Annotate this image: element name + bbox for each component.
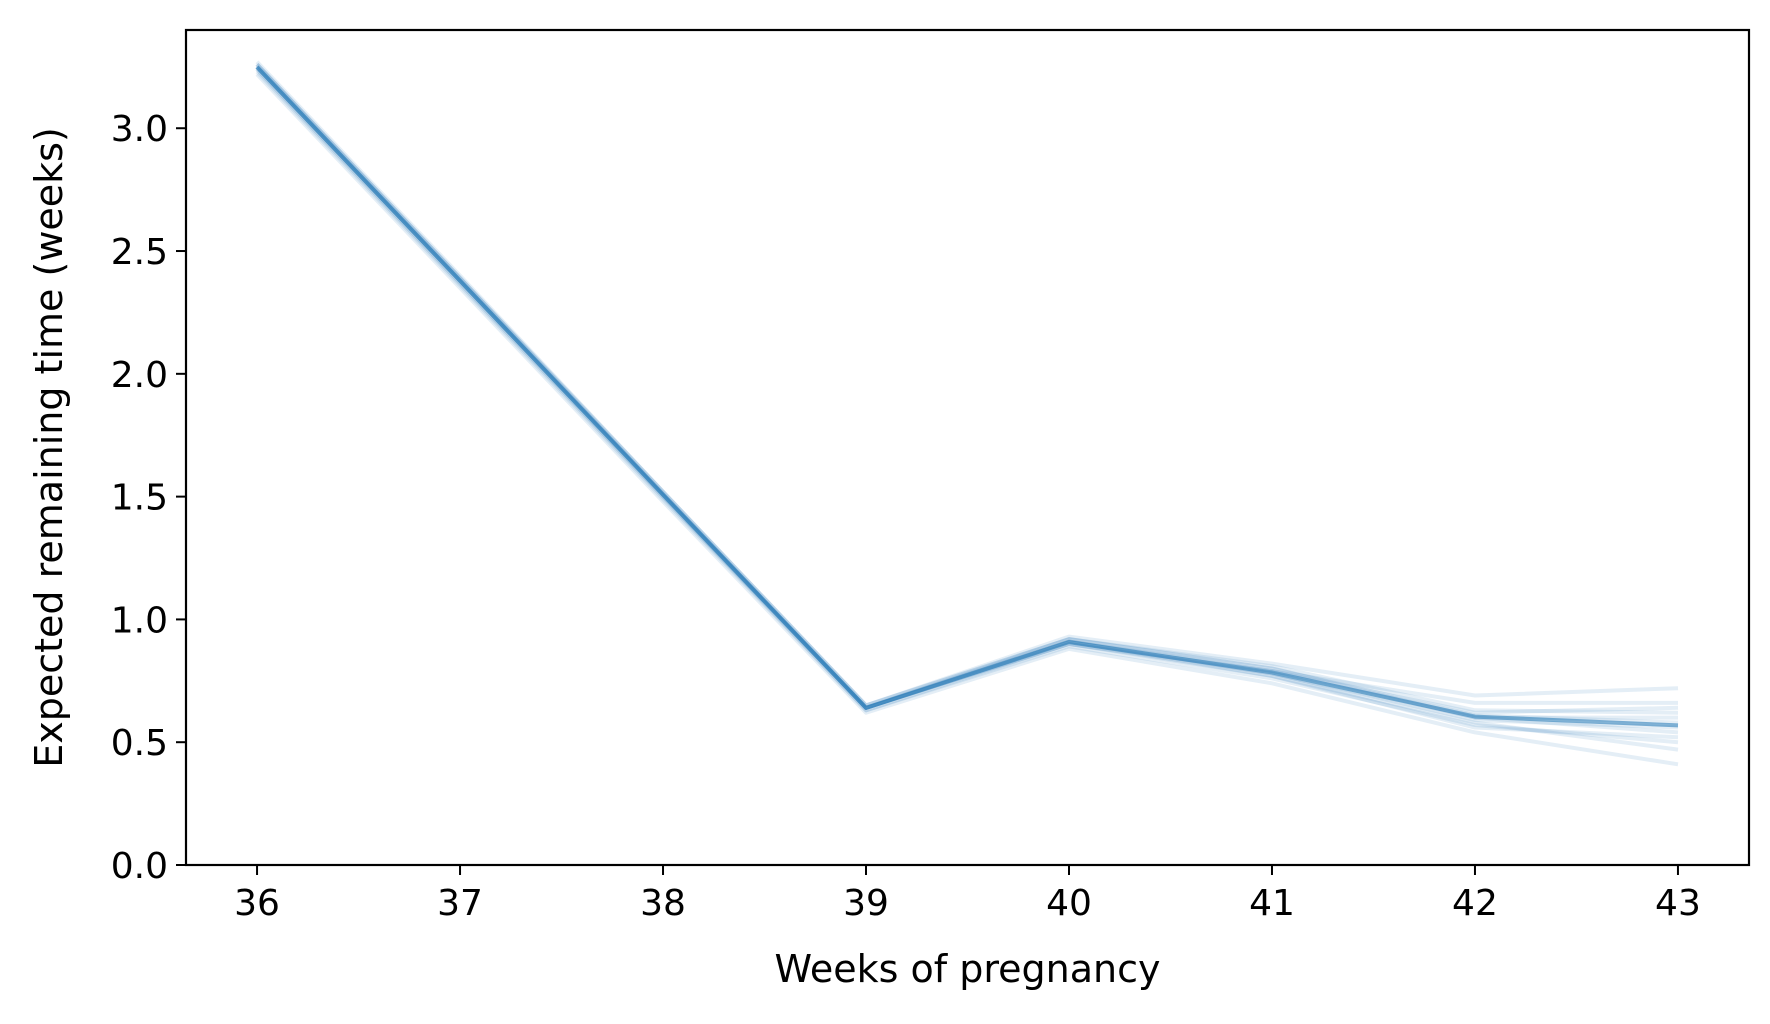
series-line-2 (255, 63, 1679, 715)
y-tick-label: 1.5 (111, 478, 168, 519)
x-tick-label: 39 (843, 883, 889, 924)
x-tick-label: 41 (1249, 883, 1295, 924)
y-axis-label: Expected remaining time (weeks) (27, 127, 71, 768)
x-axis-label: Weeks of pregnancy (775, 947, 1161, 991)
y-tick-label: 1.0 (111, 600, 168, 641)
y-tick-label: 0.5 (111, 723, 168, 764)
plot-frame (184, 28, 1751, 867)
series-layer (255, 60, 1679, 767)
series-line-overlap (255, 65, 1679, 728)
x-tick-label: 40 (1046, 883, 1092, 924)
y-axis: 0.0 0.5 1.0 1.5 2.0 2.5 3.0 (111, 109, 186, 887)
y-tick-label: 3.0 (111, 109, 168, 150)
y-tick-label: 2.5 (111, 232, 168, 273)
series-line-7 (255, 72, 1679, 767)
x-tick-label: 42 (1452, 883, 1498, 924)
x-tick-label: 36 (234, 883, 280, 924)
x-axis: 36 37 38 39 40 41 42 43 (234, 865, 1701, 924)
series-line-5 (255, 70, 1679, 745)
x-tick-label: 38 (640, 883, 686, 924)
x-tick-label: 43 (1655, 883, 1701, 924)
y-tick-label: 0.0 (111, 846, 168, 887)
series-line-4 (255, 60, 1679, 708)
x-tick-label: 37 (437, 883, 483, 924)
y-tick-label: 2.0 (111, 355, 168, 396)
